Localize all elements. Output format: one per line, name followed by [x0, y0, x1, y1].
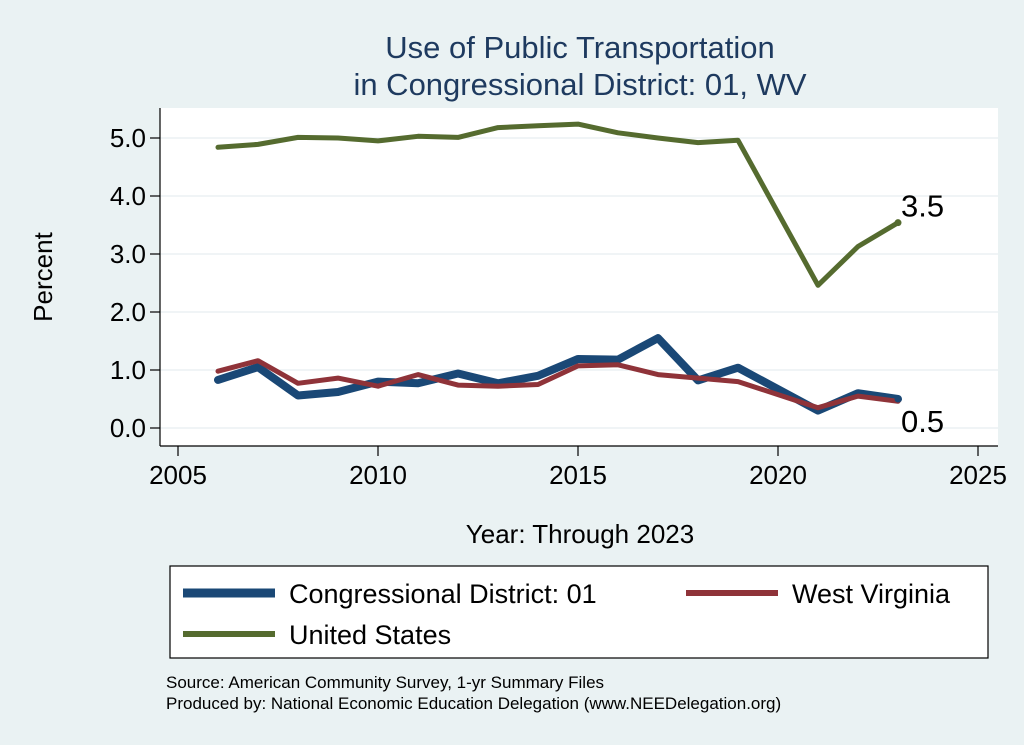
x-tick-label: 2020 [749, 460, 807, 490]
x-tick-label: 2005 [149, 460, 207, 490]
end-point-marker [894, 395, 902, 403]
series-line [215, 358, 901, 411]
x-axis-label: Year: Through 2023 [466, 519, 694, 549]
legend-label: West Virginia [792, 579, 951, 609]
legend [169, 565, 989, 659]
y-tick-label: 4.0 [110, 181, 146, 211]
legend-label: Congressional District: 01 [289, 579, 597, 609]
y-tick-label: 0.0 [110, 413, 146, 443]
x-tick-label: 2015 [549, 460, 607, 490]
producer-line: Produced by: National Economic Education… [166, 694, 781, 713]
y-axis-ticks: 0.0 1.0 2.0 3.0 4.0 5.0 [110, 123, 160, 443]
x-tick-label: 2010 [349, 460, 407, 490]
end-point-marker [894, 219, 902, 227]
chart-title-line-2: in Congressional District: 01, WV [353, 67, 806, 102]
y-tick-label: 1.0 [110, 355, 146, 385]
chart-title-line-1: Use of Public Transportation [385, 30, 774, 65]
legend-items: Congressional District: 01 West Virginia U… [183, 579, 951, 650]
series-lines [214, 121, 902, 415]
end-labels: 3.5 0.5 [894, 189, 944, 439]
series-line [215, 121, 901, 288]
y-tick-label: 3.0 [110, 239, 146, 269]
y-axis-label: Percent [28, 231, 58, 321]
x-axis-ticks: 2005 2010 2015 2020 2025 [149, 446, 1007, 490]
x-tick-label: 2025 [949, 460, 1007, 490]
legend-label: United States [289, 620, 451, 650]
source-line: Source: American Community Survey, 1-yr … [166, 673, 604, 692]
y-tick-label: 2.0 [110, 297, 146, 327]
end-label: 3.5 [901, 189, 944, 224]
end-label: 0.5 [901, 404, 944, 439]
y-tick-label: 5.0 [110, 123, 146, 153]
gridlines [160, 137, 998, 429]
series-line [214, 334, 902, 415]
